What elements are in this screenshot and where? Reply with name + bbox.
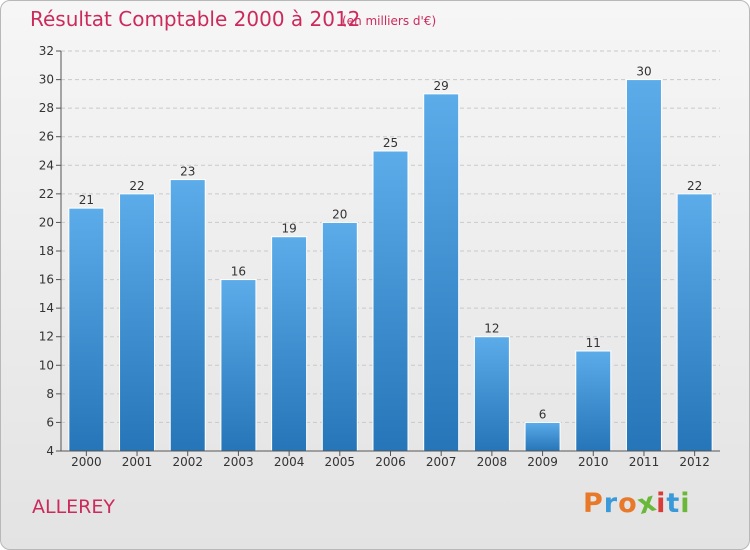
bar-2002 [169, 179, 206, 452]
bar-2011 [625, 79, 662, 452]
logo-letter: r [603, 488, 619, 519]
y-tick-label: 24 [39, 158, 54, 172]
y-tick-label: 20 [39, 215, 54, 229]
bar-value-label: 30 [636, 65, 651, 79]
y-tick-label: 30 [39, 73, 54, 87]
y-tick-label: 18 [39, 244, 54, 258]
x-tick-label: 2011 [629, 455, 660, 469]
bar-value-label: 25 [383, 136, 398, 150]
bar-value-label: 19 [281, 222, 296, 236]
bar-value-label: 22 [687, 179, 702, 193]
bar-value-label: 6 [539, 407, 547, 421]
y-tick-label: 4 [46, 444, 54, 458]
bar-2006 [372, 150, 409, 452]
y-tick-label: 26 [39, 130, 54, 144]
labels: 4 6 8 10 12 14 16 18 20 22 24 26 28 30 32 21 2000 22 2001 2… [39, 44, 710, 469]
chart-subtitle: (en milliers d'€) [342, 14, 437, 28]
x-tick-label: 2007 [426, 455, 457, 469]
logo-letter: P [583, 488, 604, 519]
bar-value-label: 16 [231, 265, 246, 279]
bar-value-label: 11 [586, 336, 601, 350]
bar-2000 [68, 207, 105, 452]
logo-letter: o [618, 488, 638, 519]
x-tick-label: 2009 [527, 455, 558, 469]
x-tick-label: 2012 [679, 455, 710, 469]
y-tick-label: 8 [46, 387, 54, 401]
logo-letter: i [656, 488, 667, 519]
bar-value-label: 23 [180, 165, 195, 179]
axes [56, 50, 720, 456]
y-tick-label: 32 [39, 44, 54, 58]
bar-value-label: 29 [434, 79, 449, 93]
x-tick-label: 2006 [375, 455, 406, 469]
x-tick-label: 2005 [325, 455, 356, 469]
bar-value-label: 12 [484, 322, 499, 336]
bar-2007 [423, 93, 460, 452]
bar-value-label: 22 [129, 179, 144, 193]
bar-2003 [220, 279, 257, 452]
bars [68, 79, 713, 452]
y-tick-label: 6 [46, 415, 54, 429]
bar-2005 [321, 221, 358, 452]
x-tick-label: 2003 [223, 455, 254, 469]
y-tick-label: 28 [39, 101, 54, 115]
bar-2004 [271, 236, 308, 452]
chart-title: Résultat Comptable 2000 à 2012 [30, 7, 361, 31]
x-tick-label: 2010 [578, 455, 609, 469]
y-tick-label: 10 [39, 358, 54, 372]
bar-value-label: 20 [332, 207, 347, 221]
logo-letter: t [666, 488, 681, 519]
bar-2008 [473, 336, 510, 452]
logo-letter: i [680, 488, 691, 519]
y-tick-label: 22 [39, 187, 54, 201]
x-tick-label: 2000 [71, 455, 102, 469]
proxiti-logo: Proxiti [583, 486, 691, 521]
y-tick-label: 16 [39, 273, 54, 287]
y-tick-label: 12 [39, 330, 54, 344]
bar-2001 [119, 193, 156, 452]
bar-2012 [676, 193, 713, 452]
x-tick-label: 2008 [477, 455, 508, 469]
bar-2009 [524, 421, 561, 452]
x-tick-label: 2001 [122, 455, 153, 469]
x-tick-label: 2002 [172, 455, 203, 469]
bar-2010 [575, 350, 612, 452]
bar-value-label: 21 [79, 193, 94, 207]
y-tick-label: 14 [39, 301, 54, 315]
x-tick-label: 2004 [274, 455, 305, 469]
commune-name: ALLEREY [32, 496, 115, 518]
